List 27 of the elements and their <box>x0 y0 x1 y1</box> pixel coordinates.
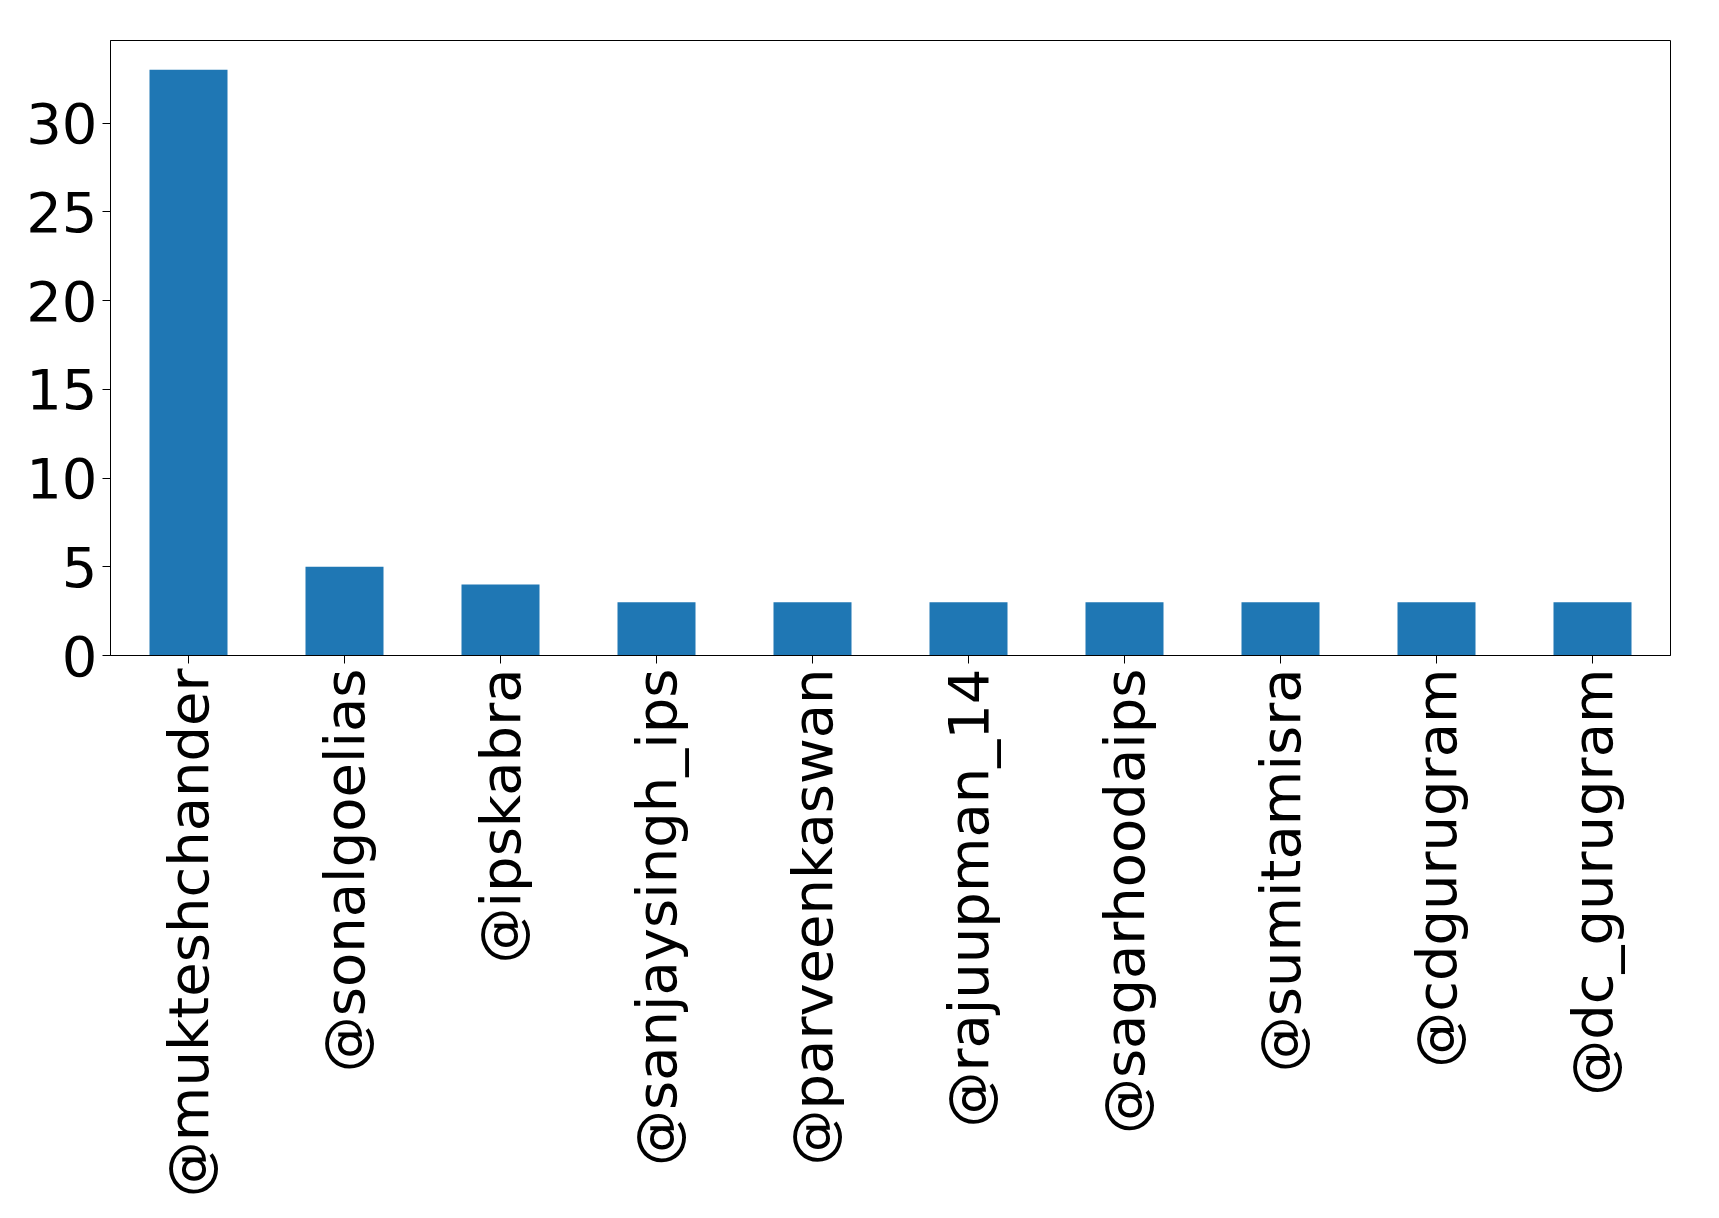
bar <box>305 566 384 656</box>
bar <box>929 602 1008 656</box>
x-tick-label: @cdgurugram <box>1404 668 1469 1068</box>
x-tick-label: @sanjaysingh_ips <box>624 668 689 1167</box>
y-tick-label: 15 <box>26 357 98 423</box>
x-tick-label: @rajuupman_14 <box>936 668 1001 1128</box>
bar <box>1085 602 1164 656</box>
bar <box>461 584 540 656</box>
y-tick-label: 10 <box>26 446 98 512</box>
bar <box>773 602 852 656</box>
y-tick-label: 30 <box>26 91 98 157</box>
bar <box>1241 602 1320 656</box>
x-tick-label: @ipskabra <box>468 668 533 964</box>
x-tick-label: @mukteshchander <box>156 667 221 1198</box>
x-tick-label: @sumitamisra <box>1248 668 1313 1073</box>
bar <box>149 69 228 656</box>
bar <box>1553 602 1632 656</box>
y-tick-label: 0 <box>61 623 98 689</box>
x-tick-label: @parveenkaswan <box>780 668 845 1166</box>
y-tick-label: 5 <box>61 534 98 600</box>
bar <box>1397 602 1476 656</box>
x-tick-label: @sagarhoodaips <box>1092 668 1157 1135</box>
y-tick-label: 20 <box>26 268 98 334</box>
x-tick-label: @sonalgoelias <box>312 668 377 1073</box>
x-tick-label: @dc_gurugram <box>1560 668 1625 1096</box>
y-tick-label: 25 <box>26 179 98 245</box>
bar <box>617 602 696 656</box>
